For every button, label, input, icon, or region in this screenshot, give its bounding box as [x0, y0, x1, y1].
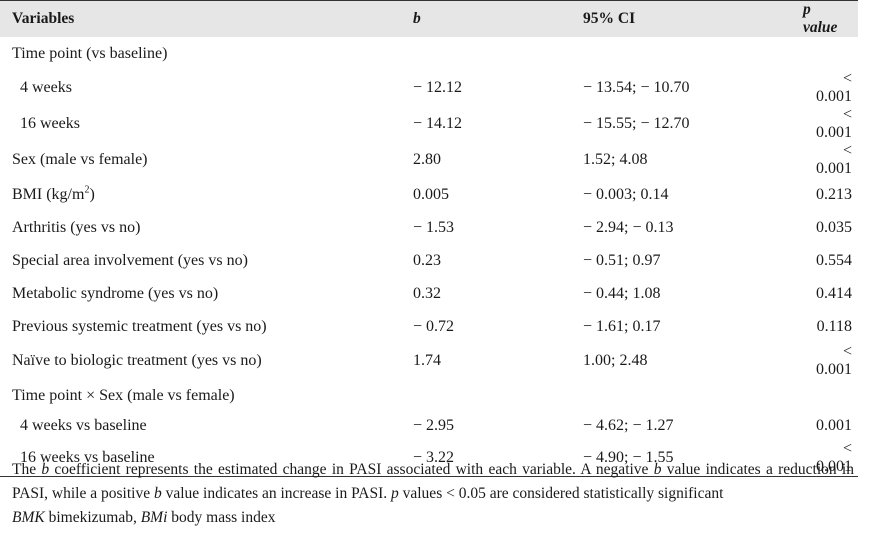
row-ci: − 0.51; 0.97	[583, 251, 661, 269]
row-b: 2.80	[413, 151, 441, 168]
row-label: Metabolic syndrome (yes vs no)	[12, 284, 219, 302]
table-row: Special area involvement (yes vs no) 0.2…	[0, 244, 858, 277]
row-label-text: BMI (kg/m	[12, 185, 85, 203]
table-row: BMI (kg/m2) 0.005 − 0.003; 0.14 0.213	[0, 178, 858, 211]
row-label: Sex (male vs female)	[12, 151, 148, 168]
row-label-sup: 2	[84, 184, 90, 196]
table-header-row: Variables b 95% CI p value	[0, 0, 858, 38]
row-p	[803, 37, 858, 70]
table-row: Sex (male vs female) 2.80 1.52; 4.08 < 0…	[0, 142, 858, 178]
row-p: 0.118	[816, 317, 852, 335]
table-row: Arthritis (yes vs no) − 1.53 − 2.94; − 0…	[0, 211, 858, 244]
footnote-text: body mass index	[167, 509, 276, 526]
footnote-text: The	[12, 461, 42, 478]
footnote-text: coefficient represents the estimated cha…	[49, 461, 654, 478]
row-b: 0.005	[413, 185, 449, 203]
row-ci: − 15.55; − 12.70	[583, 115, 690, 132]
footnote-text: bimekizumab,	[44, 509, 141, 526]
row-ci: − 13.54; − 10.70	[583, 79, 690, 96]
footnote-italic: b	[653, 461, 662, 478]
row-label: Naïve to biologic treatment (yes vs no)	[12, 352, 262, 369]
header-p-text: p value	[803, 1, 838, 36]
row-label: Special area involvement (yes vs no)	[12, 251, 248, 269]
table-row: 4 weeks vs baseline − 2.95 − 4.62; − 1.2…	[0, 412, 858, 440]
table-row: 16 weeks − 14.12 − 15.55; − 12.70 < 0.00…	[0, 106, 858, 142]
row-label: 16 weeks vs baseline	[0, 440, 413, 477]
footnote-coefficient: The b coefficient represents the estimat…	[12, 458, 854, 506]
row-b	[413, 37, 583, 70]
row-ci	[583, 379, 803, 412]
row-p: 0.414	[816, 284, 852, 302]
footnote-text: value indicates an increase in PASI.	[161, 485, 391, 502]
regression-table: Variables b 95% CI p value Time point (v…	[0, 0, 858, 477]
row-label: Arthritis (yes vs no)	[12, 218, 141, 236]
row-ci	[583, 37, 803, 70]
footnote-text: values < 0.05 are considered statistical…	[398, 485, 724, 502]
row-p: 0.035	[816, 218, 852, 236]
row-ci: − 4.62; − 1.27	[583, 417, 674, 434]
table-row: 4 weeks − 12.12 − 13.54; − 10.70 < 0.001	[0, 70, 858, 106]
row-p: 0.213	[816, 185, 852, 203]
row-ci: − 4.90; − 1.55	[583, 440, 803, 477]
table-row: Time point × Sex (male vs female)	[0, 379, 858, 412]
row-b: − 0.72	[413, 317, 455, 335]
row-b: 0.23	[413, 251, 441, 269]
footnote-italic: b	[41, 461, 50, 478]
table-row: 16 weeks vs baseline − 3.22 − 4.90; − 1.…	[0, 440, 858, 477]
row-p: < 0.001	[816, 106, 852, 141]
footnote-italic: b	[153, 485, 162, 502]
row-label-tail: )	[89, 185, 95, 203]
row-p: < 0.001	[816, 70, 852, 105]
footnote-abbreviations: BMK bimekizumab, BMi body mass index	[12, 506, 854, 530]
row-ci: 1.00; 2.48	[583, 352, 648, 369]
row-p: 0.554	[816, 251, 852, 269]
row-label: Time point (vs baseline)	[12, 44, 168, 62]
row-ci: 1.52; 4.08	[583, 151, 648, 168]
row-label: 4 weeks vs baseline	[20, 417, 147, 434]
header-variables: Variables	[12, 10, 75, 27]
row-b: 1.74	[413, 352, 441, 369]
table-row: Metabolic syndrome (yes vs no) 0.32 − 0.…	[0, 277, 858, 310]
header-p: p value	[803, 1, 858, 38]
table-footnotes: The b coefficient represents the estimat…	[12, 458, 854, 530]
row-p: 0.001	[816, 417, 852, 434]
table-row: Previous systemic treatment (yes vs no) …	[0, 310, 858, 343]
row-ci: − 2.94; − 0.13	[583, 218, 674, 236]
table-row: Naïve to biologic treatment (yes vs no) …	[0, 343, 858, 379]
row-ci: − 0.44; 1.08	[583, 284, 661, 302]
row-label: 16 weeks	[20, 115, 80, 132]
row-label: BMI (kg/m2)	[0, 178, 413, 211]
row-b: 0.32	[413, 284, 441, 302]
row-b	[413, 379, 583, 412]
row-label: Time point × Sex (male vs female)	[12, 386, 235, 404]
footnote-italic: BMi	[140, 509, 168, 526]
table-row: Time point (vs baseline)	[0, 37, 858, 70]
footnote-italic: BMK	[12, 509, 45, 526]
row-b: − 12.12	[413, 79, 463, 96]
row-b: − 1.53	[413, 218, 455, 236]
row-b: − 3.22	[413, 440, 583, 477]
header-b: b	[413, 10, 421, 27]
row-p: < 0.001	[816, 343, 852, 378]
row-ci: − 0.003; 0.14	[583, 185, 669, 203]
row-p	[803, 379, 858, 412]
header-ci: 95% CI	[583, 10, 636, 27]
row-label: 4 weeks	[20, 79, 72, 96]
row-ci: − 1.61; 0.17	[583, 317, 661, 335]
footnote-text: value indicates a reduction in PASI, whi…	[12, 461, 854, 502]
row-b: − 2.95	[413, 417, 455, 434]
row-label: Previous systemic treatment (yes vs no)	[12, 317, 267, 335]
row-b: − 14.12	[413, 115, 463, 132]
row-p: < 0.001	[803, 440, 858, 477]
footnote-italic: p	[391, 485, 399, 502]
row-p: < 0.001	[816, 142, 852, 177]
